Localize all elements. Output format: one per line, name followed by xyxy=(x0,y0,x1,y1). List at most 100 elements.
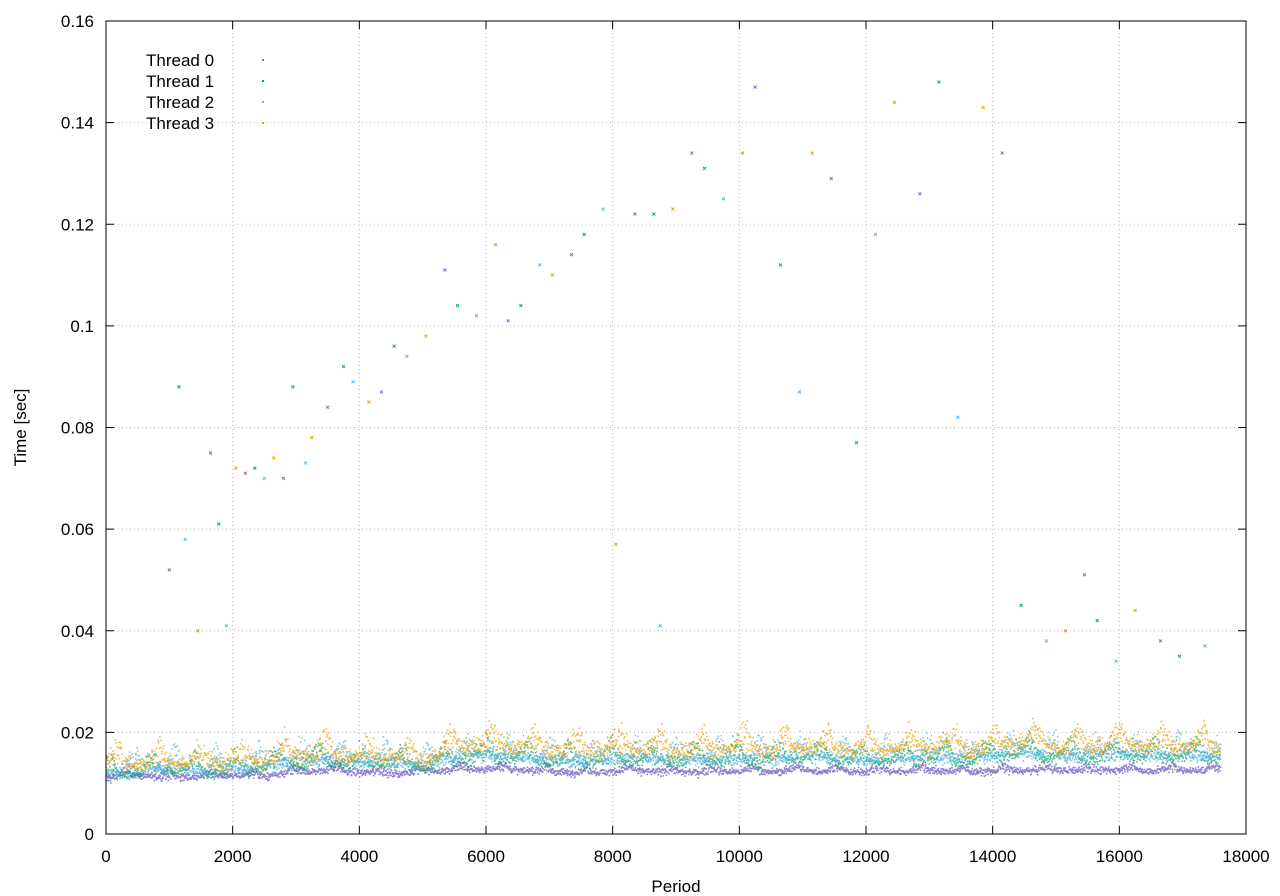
data-point xyxy=(378,764,381,767)
data-point xyxy=(933,762,935,764)
data-point xyxy=(1020,769,1022,772)
data-point xyxy=(242,775,245,777)
data-point xyxy=(232,762,234,764)
data-point xyxy=(1080,758,1083,761)
data-point xyxy=(1103,751,1105,754)
data-point xyxy=(888,772,891,774)
data-point xyxy=(624,768,626,771)
data-point xyxy=(829,761,831,764)
data-point xyxy=(776,770,779,772)
data-point xyxy=(284,756,286,759)
data-point xyxy=(543,760,546,762)
data-point xyxy=(278,773,280,776)
data-point xyxy=(940,768,942,770)
data-point xyxy=(1099,759,1102,762)
data-point xyxy=(698,773,700,776)
data-point xyxy=(606,773,608,776)
data-point xyxy=(897,754,899,757)
data-point xyxy=(634,766,637,769)
data-point xyxy=(1189,767,1192,769)
data-point xyxy=(528,740,531,742)
data-point xyxy=(521,771,524,774)
data-point xyxy=(748,755,751,757)
data-point xyxy=(746,762,749,765)
data-point xyxy=(720,772,723,775)
data-point xyxy=(673,757,676,759)
data-point xyxy=(914,771,916,774)
data-point xyxy=(550,769,553,772)
data-point xyxy=(949,745,952,748)
data-point xyxy=(526,766,529,769)
data-point xyxy=(284,769,287,772)
data-point xyxy=(992,766,995,769)
data-point xyxy=(164,773,167,775)
data-point xyxy=(574,752,577,755)
data-point xyxy=(996,769,998,772)
data-point xyxy=(726,772,729,774)
data-point xyxy=(398,775,401,778)
data-point xyxy=(266,778,269,781)
data-point xyxy=(572,774,574,776)
data-point xyxy=(851,774,854,776)
data-point xyxy=(581,770,584,773)
data-point xyxy=(1034,766,1037,768)
data-point xyxy=(188,778,191,780)
data-point xyxy=(842,760,844,763)
data-point xyxy=(882,764,885,767)
data-point xyxy=(488,749,490,752)
data-point xyxy=(1185,771,1187,774)
data-point xyxy=(441,767,443,770)
data-point xyxy=(918,765,921,767)
data-point xyxy=(208,775,210,778)
data-point xyxy=(386,762,389,765)
data-point xyxy=(564,752,567,755)
data-point xyxy=(1002,763,1004,766)
data-point xyxy=(726,771,728,773)
data-point xyxy=(157,763,160,765)
data-point xyxy=(1081,768,1083,770)
data-point xyxy=(106,759,109,762)
data-point xyxy=(157,775,160,777)
data-point xyxy=(576,771,579,774)
data-point xyxy=(483,770,486,773)
data-point xyxy=(433,767,435,769)
data-point xyxy=(642,761,644,764)
data-point xyxy=(381,771,383,774)
data-point xyxy=(594,772,597,775)
data-point xyxy=(786,768,788,771)
data-point xyxy=(387,765,390,768)
data-point xyxy=(121,774,123,776)
data-point xyxy=(389,772,391,774)
data-point xyxy=(264,775,267,778)
data-point xyxy=(811,762,814,765)
data-point xyxy=(412,764,415,766)
data-point xyxy=(1009,766,1012,768)
data-point xyxy=(941,740,943,743)
data-point xyxy=(327,752,329,754)
data-point xyxy=(731,767,733,769)
data-point xyxy=(509,765,511,768)
data-point xyxy=(1009,767,1012,769)
data-point xyxy=(667,763,669,765)
data-point xyxy=(1049,764,1052,766)
data-point xyxy=(223,773,226,775)
data-point xyxy=(946,744,949,746)
data-point xyxy=(917,764,919,767)
data-point xyxy=(1032,739,1034,741)
data-point xyxy=(571,771,574,774)
data-point xyxy=(374,771,377,773)
data-point xyxy=(149,775,152,777)
data-point xyxy=(624,762,626,764)
data-point xyxy=(518,751,520,753)
data-point xyxy=(875,768,878,771)
data-point xyxy=(978,749,981,752)
data-point xyxy=(369,765,372,767)
data-point xyxy=(166,772,169,774)
data-point xyxy=(767,771,770,774)
data-point xyxy=(1111,770,1114,773)
data-point xyxy=(612,747,615,750)
data-point xyxy=(367,769,369,772)
data-point xyxy=(522,769,524,771)
data-point xyxy=(111,777,114,779)
data-point xyxy=(865,756,868,759)
